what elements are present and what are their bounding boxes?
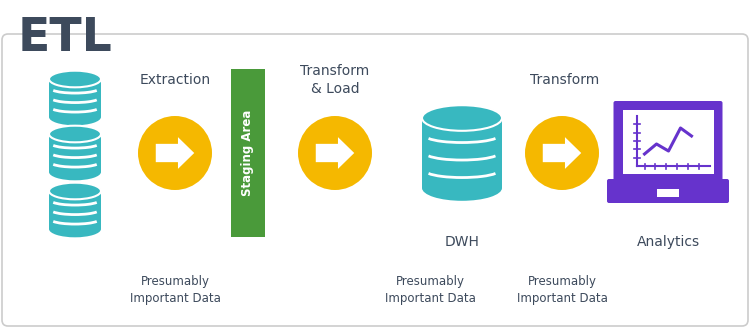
Text: Presumably
Important Data: Presumably Important Data [130,275,220,305]
FancyBboxPatch shape [2,34,748,326]
Polygon shape [543,137,581,169]
Ellipse shape [49,126,101,142]
Text: Analytics: Analytics [637,235,700,249]
Bar [49,134,101,172]
Bar [622,110,713,174]
Text: ETL: ETL [18,16,112,61]
Ellipse shape [49,183,101,199]
Text: Extraction: Extraction [140,73,211,87]
FancyBboxPatch shape [231,69,265,237]
Bar [49,79,101,117]
Ellipse shape [49,183,101,199]
Bar [49,191,101,229]
Text: Staging Area: Staging Area [242,110,254,196]
Circle shape [525,116,599,190]
Ellipse shape [49,109,101,125]
Ellipse shape [49,71,101,87]
Text: Presumably
Important Data: Presumably Important Data [385,275,476,305]
Bar [657,189,679,197]
Polygon shape [316,137,354,169]
Text: DWH: DWH [445,235,479,249]
Ellipse shape [422,175,502,201]
Text: Transform: Transform [530,73,600,87]
Text: Presumably
Important Data: Presumably Important Data [517,275,608,305]
Text: Transform
& Load: Transform & Load [300,64,370,96]
Ellipse shape [49,71,101,87]
Bar [422,118,502,188]
Ellipse shape [422,105,502,131]
Ellipse shape [49,164,101,180]
Ellipse shape [422,105,502,131]
Ellipse shape [49,126,101,142]
FancyBboxPatch shape [607,179,729,203]
Circle shape [138,116,212,190]
Ellipse shape [49,221,101,237]
FancyBboxPatch shape [614,101,722,183]
Polygon shape [156,137,194,169]
Circle shape [298,116,372,190]
